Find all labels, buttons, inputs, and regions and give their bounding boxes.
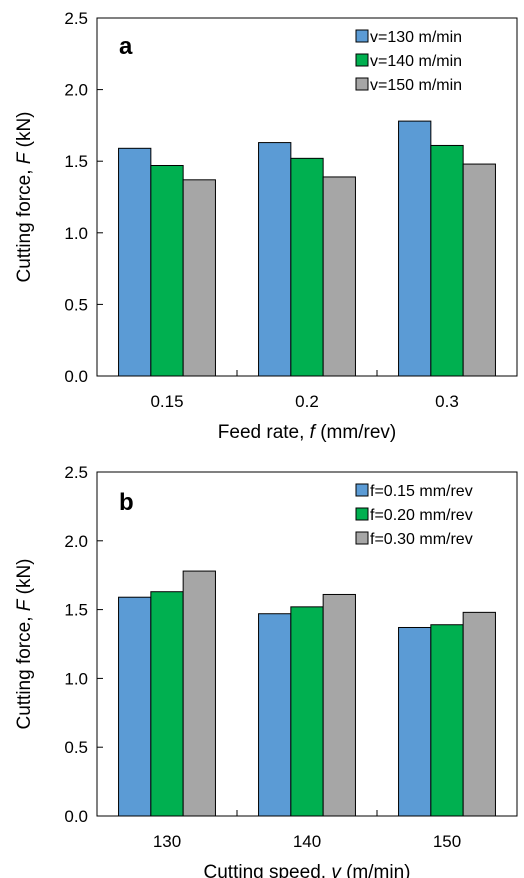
panel-label: a	[119, 33, 133, 60]
legend-label: f=0.20 mm/rev	[370, 507, 473, 524]
y-tick-label: 1.0	[64, 224, 88, 243]
y-tick-label: 2.0	[64, 532, 88, 551]
bar	[398, 120, 432, 377]
y-axis-title-text: Cutting force,	[14, 611, 35, 729]
bar	[430, 144, 464, 377]
legend-swatch	[355, 29, 369, 43]
x-axis-title: Feed rate, f (mm/rev)	[218, 422, 396, 443]
legend-swatch	[355, 53, 369, 67]
bar	[182, 179, 216, 377]
x-axis-title-unit: (mm/rev)	[315, 422, 396, 443]
legend-swatch	[355, 507, 369, 521]
chart-panel-a: 0.0 0.5 1.0 1.5 2.0 2.5 0.15 0.2 0.3 Feed rate, f…	[14, 9, 518, 443]
x-axis-title-var: v	[331, 862, 342, 878]
panel-label: b	[119, 489, 134, 516]
y-tick-label: 0.0	[64, 367, 88, 386]
bar	[398, 626, 432, 817]
y-tick-label: 1.5	[64, 152, 88, 171]
x-tick-label: 140	[293, 832, 321, 851]
bar	[290, 157, 324, 377]
bar	[150, 591, 184, 817]
y-tick-label: 0.5	[64, 738, 88, 757]
bar	[118, 596, 152, 817]
legend-swatch	[355, 77, 369, 91]
bar	[118, 147, 152, 377]
legend-swatch	[355, 483, 369, 497]
y-axis-title-var: F	[14, 598, 35, 611]
x-axis-title-text: Cutting speed,	[204, 862, 332, 878]
bar	[462, 611, 496, 817]
x-tick-label: 130	[153, 832, 181, 851]
bar	[322, 593, 356, 817]
bar	[322, 176, 356, 377]
y-tick-label: 1.0	[64, 669, 88, 688]
y-axis-title-var: F	[14, 151, 35, 164]
bar	[258, 613, 292, 817]
legend-label: v=150 m/min	[370, 77, 462, 94]
chart-panel-b: 0.0 0.5 1.0 1.5 2.0 2.5 130 140 150 Cutting speed…	[14, 463, 518, 878]
y-tick-label: 2.0	[64, 81, 88, 100]
y-axis-title-unit: (kN)	[14, 111, 35, 152]
y-axis-title-text: Cutting force,	[14, 164, 35, 282]
bar	[182, 570, 216, 817]
y-tick-label: 0.0	[64, 807, 88, 826]
bar	[430, 624, 464, 817]
y-tick-label: 2.5	[64, 463, 88, 482]
bar	[258, 142, 292, 377]
y-tick-label: 0.5	[64, 295, 88, 314]
legend-label: v=140 m/min	[370, 53, 462, 70]
legend-label: f=0.15 mm/rev	[370, 483, 473, 500]
legend-label: v=130 m/min	[370, 29, 462, 46]
y-tick-label: 1.5	[64, 601, 88, 620]
x-axis-title-var: f	[310, 422, 317, 443]
y-tick-label: 2.5	[64, 9, 88, 28]
y-axis-title: Cutting force, F (kN)	[14, 111, 35, 282]
x-tick-label: 0.15	[150, 392, 183, 411]
bar	[462, 163, 496, 377]
legend-label: f=0.30 mm/rev	[370, 531, 473, 548]
y-axis-title-unit: (kN)	[14, 558, 35, 599]
bar	[150, 164, 184, 377]
legend-swatch	[355, 531, 369, 545]
x-tick-label: 150	[433, 832, 461, 851]
bar	[290, 606, 324, 817]
y-axis-title: Cutting force, F (kN)	[14, 558, 35, 729]
x-axis-title-unit: (m/min)	[341, 862, 411, 878]
x-tick-label: 0.3	[435, 392, 459, 411]
x-tick-label: 0.2	[295, 392, 319, 411]
x-axis-title: Cutting speed, v (m/min)	[204, 862, 411, 878]
x-axis-title-text: Feed rate,	[218, 422, 310, 443]
